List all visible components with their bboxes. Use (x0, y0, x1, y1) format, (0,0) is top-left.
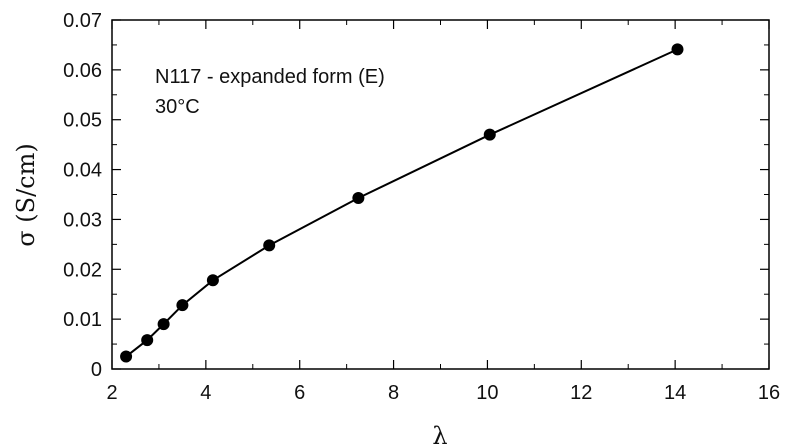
data-point (141, 334, 154, 347)
y-tick-label: 0.04 (63, 160, 102, 182)
y-tick-label: 0.01 (63, 309, 102, 331)
data-points (120, 43, 684, 363)
annotation-line-2: 30°C (155, 96, 200, 118)
y-tick-label: 0.07 (63, 10, 102, 32)
ticks (111, 19, 770, 370)
x-tick-label: 6 (294, 382, 305, 404)
annotation-line-1: N117 - expanded form (E) (155, 66, 385, 88)
data-point (352, 191, 365, 204)
x-tick-label: 10 (476, 382, 498, 404)
y-tick-label: 0.02 (63, 259, 102, 281)
data-point (671, 43, 684, 56)
y-tick-label: 0.03 (63, 209, 102, 231)
data-point (263, 239, 276, 252)
data-point (157, 318, 170, 331)
y-axis-label: σ (S/cm) (12, 143, 40, 246)
x-tick-label: 14 (664, 382, 686, 404)
data-point (120, 350, 133, 363)
data-point (206, 274, 219, 287)
x-axis-label: λ (432, 422, 447, 448)
data-point (176, 299, 189, 312)
data-point (483, 128, 496, 141)
x-tick-label: 2 (106, 382, 117, 404)
y-tick-label: 0.06 (63, 60, 102, 82)
tick-labels: 2 4 6 8 10 12 14 16 0 0.01 0.02 0.03 0.04 0.05 0.06 0.0… (63, 10, 780, 404)
y-tick-label: 0 (91, 359, 102, 381)
x-tick-label: 16 (758, 382, 780, 404)
series-line (125, 48, 678, 358)
x-tick-label: 8 (388, 382, 399, 404)
x-tick-label: 4 (200, 382, 211, 404)
x-tick-label: 12 (570, 382, 592, 404)
y-tick-label: 0.05 (63, 110, 102, 132)
